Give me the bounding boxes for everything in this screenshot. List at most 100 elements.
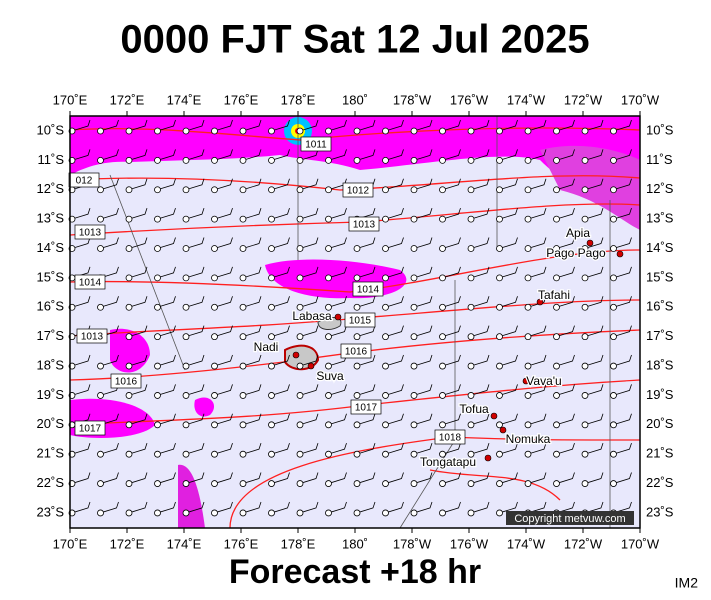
barb	[217, 325, 233, 337]
barb	[559, 178, 575, 190]
barb	[416, 325, 433, 337]
isobar-label-box	[74, 420, 106, 436]
barb-station	[439, 245, 446, 252]
barb	[388, 178, 404, 190]
barb-station	[553, 480, 560, 487]
place-label: Tongatapu	[420, 455, 476, 469]
barb-station	[182, 421, 190, 429]
barb	[416, 443, 433, 454]
barb	[559, 501, 575, 513]
barb	[502, 354, 518, 366]
barb	[416, 501, 433, 513]
barb	[302, 266, 319, 278]
place-label: Apia	[566, 226, 590, 240]
barb	[473, 472, 490, 483]
barb-station	[382, 450, 389, 458]
barb	[359, 237, 376, 248]
barb-station	[496, 392, 503, 399]
barb-station	[610, 392, 617, 399]
barb-station	[581, 215, 589, 223]
barb	[160, 237, 176, 248]
isobar-label: 1012	[347, 186, 370, 197]
barb	[274, 384, 290, 395]
barb-station	[353, 421, 361, 429]
barb	[473, 178, 490, 190]
barb-station	[239, 362, 247, 370]
barb	[103, 296, 119, 307]
barb-station	[182, 245, 190, 252]
barb-station	[97, 186, 104, 194]
isobar-label: 1013	[81, 332, 104, 343]
barb	[274, 413, 290, 425]
barb	[188, 149, 205, 160]
barb-station	[211, 245, 218, 252]
barb-station	[125, 509, 133, 517]
barb	[587, 501, 604, 513]
barb-station	[496, 127, 503, 135]
barb	[131, 266, 148, 278]
barb-station	[581, 362, 589, 370]
barb-station	[524, 303, 532, 311]
barb-station	[325, 392, 332, 399]
barb-station	[467, 450, 475, 458]
barb	[74, 501, 91, 513]
barb-station	[382, 245, 389, 252]
barb	[616, 178, 632, 190]
barb-station	[382, 274, 389, 282]
barb	[559, 384, 575, 395]
barb-station	[467, 245, 475, 252]
lat-label: 22˚S	[646, 475, 674, 490]
barb-station	[325, 274, 332, 282]
barb	[103, 472, 119, 483]
barb-station	[496, 156, 503, 164]
barb-station	[211, 392, 218, 399]
barb-station	[325, 333, 332, 341]
lat-label: 10˚S	[37, 122, 65, 137]
barb	[502, 384, 518, 395]
place-marker	[536, 298, 544, 306]
lon-label: 176˚W	[450, 92, 489, 107]
place-marker	[292, 351, 300, 359]
lat-label: 11˚S	[38, 152, 65, 167]
barb	[416, 266, 433, 278]
barb-station	[154, 362, 161, 370]
barb-station	[553, 450, 560, 458]
barb-station	[410, 245, 418, 252]
barb-station	[325, 450, 332, 458]
barb	[331, 501, 347, 513]
barb-station	[268, 421, 275, 429]
barb-station	[496, 421, 503, 429]
barb-station	[439, 362, 446, 370]
barb-station	[581, 303, 589, 311]
barb-station	[125, 362, 133, 370]
barb	[217, 178, 233, 190]
barb	[103, 354, 119, 366]
barb	[388, 384, 404, 395]
barb-station	[97, 450, 104, 458]
barb	[416, 296, 433, 307]
barb	[530, 501, 547, 513]
barb	[245, 237, 262, 248]
barb-station	[296, 450, 304, 458]
barb-station	[325, 509, 332, 517]
barb	[160, 413, 176, 425]
barb-station	[439, 156, 446, 164]
isobar-label-box	[300, 136, 332, 152]
isobar-label-box	[74, 274, 106, 290]
barb	[559, 472, 575, 483]
isobar-label: 1017	[79, 424, 102, 435]
barb-station	[382, 215, 389, 223]
barb	[445, 384, 461, 395]
lon-label: 174˚W	[507, 92, 546, 107]
lon-label: 172˚E	[110, 92, 145, 107]
barb	[302, 384, 319, 395]
barb	[103, 413, 119, 425]
barb	[217, 266, 233, 278]
barb-station	[296, 480, 304, 487]
lon-label: 170˚E	[53, 536, 88, 551]
barb	[502, 443, 518, 454]
barb-station	[553, 333, 560, 341]
place-marker	[484, 454, 492, 462]
isobar-label-box	[348, 216, 380, 232]
barb	[331, 296, 347, 307]
